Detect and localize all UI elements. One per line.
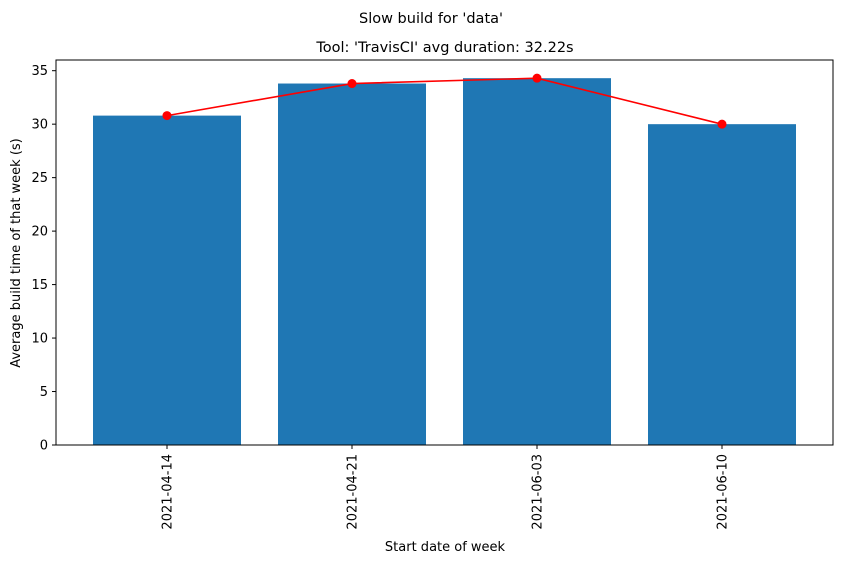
y-axis-label: Average build time of that week (s) xyxy=(9,138,24,368)
series-line xyxy=(166,77,723,125)
line-series-group xyxy=(162,73,727,129)
y-tick-label: 15 xyxy=(31,278,48,293)
line-point-2021-04-14 xyxy=(162,111,172,121)
y-tick-label: 30 xyxy=(31,118,48,133)
x-tick-label: 2021-04-14 xyxy=(161,454,176,530)
x-tick-label: 2021-06-10 xyxy=(716,454,731,530)
y-tick-label: 0 xyxy=(40,439,48,454)
chart-title: Tool: 'TravisCI' avg duration: 32.22s xyxy=(315,40,573,56)
bars-group xyxy=(93,78,796,446)
line-point-2021-06-03 xyxy=(532,73,542,83)
y-tick-label: 20 xyxy=(31,225,48,240)
line-point-2021-04-21 xyxy=(347,79,357,89)
y-axis: 0 5 10 15 20 25 30 35 xyxy=(31,64,56,454)
bar-2021-04-21 xyxy=(278,83,426,446)
line-point-2021-06-10 xyxy=(717,119,727,129)
x-axis: 2021-04-14 2021-04-21 2021-06-03 2021-06-10 xyxy=(161,445,731,530)
y-tick-label: 25 xyxy=(31,171,48,186)
bar-2021-06-03 xyxy=(463,78,611,446)
plot-frame xyxy=(55,59,834,446)
y-tick-label: 10 xyxy=(31,332,48,347)
y-tick-label: 35 xyxy=(31,64,48,79)
bar-2021-04-14 xyxy=(93,115,241,445)
x-tick-label: 2021-06-03 xyxy=(531,454,546,530)
y-tick-label: 5 xyxy=(40,385,48,400)
x-tick-label: 2021-04-21 xyxy=(346,454,361,530)
bar-2021-06-10 xyxy=(648,124,796,446)
x-axis-label: Start date of week xyxy=(385,540,506,555)
chart-suptitle: Slow build for 'data' xyxy=(359,11,503,27)
